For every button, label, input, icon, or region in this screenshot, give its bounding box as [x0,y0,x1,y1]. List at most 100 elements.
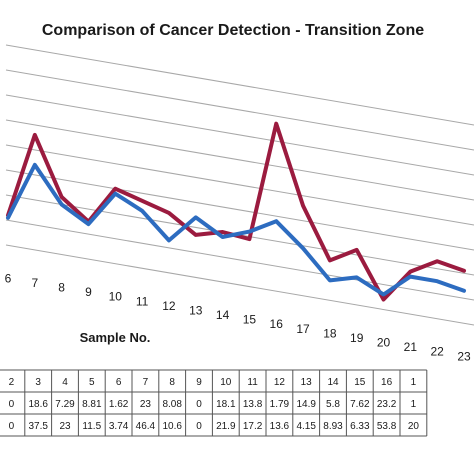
table-header-cell: 7 [143,377,149,388]
x-tick-label: 8 [58,281,65,295]
x-tick-label: 15 [243,313,257,327]
table-header-cell: 11 [247,377,258,388]
x-tick-label: 13 [189,303,203,317]
table-cell: 46.4 [136,421,156,432]
data-point [194,233,198,237]
table-cell: 53.8 [377,421,397,432]
table-cell: 10.6 [162,421,182,432]
table-cell: 23 [140,399,152,410]
data-point [382,293,386,297]
table-header-cell: 10 [220,377,232,388]
table-cell: 0 [196,399,202,410]
data-point [435,259,439,263]
data-point [140,199,144,203]
table-cell: 13.8 [243,399,263,410]
table-cell: 0 [196,421,202,432]
grid-line [5,144,474,226]
table-cell: 3.74 [109,421,129,432]
data-point [140,209,144,213]
table-header-cell: 8 [169,377,175,388]
x-tick-labels: 6 7 8 9 10 11 12 13 14 15 16 17 18 19 20 21 22 23 [5,271,471,363]
table-cell: 20 [408,421,420,432]
grid-line [5,244,474,326]
data-point [33,133,37,137]
data-point [328,258,332,262]
table-header-cell: 3 [35,377,41,388]
table-header-cell: 16 [381,377,393,388]
data-point [355,248,359,252]
data-point [435,279,439,283]
table-cell: 21.9 [216,421,236,432]
table-cell: 18.6 [28,399,48,410]
table-cell: 17.2 [243,421,263,432]
grid-line [5,69,474,151]
data-point [60,203,64,207]
table-header-cell: 15 [354,377,366,388]
data-point [6,216,10,220]
table-cell: 1.62 [109,399,129,410]
x-tick-label: 17 [296,322,310,336]
data-point [328,278,332,282]
data-point [113,187,117,191]
x-tick-label: 16 [270,317,284,331]
x-axis-label: Sample No. [80,330,151,345]
data-point [408,275,412,279]
table-cell: 7.29 [55,399,75,410]
x-tick-label: 9 [85,285,92,299]
data-point [382,298,386,302]
data-point [33,163,37,167]
data-point [60,195,64,199]
table-header-cell: 6 [116,377,122,388]
data-point [86,222,90,226]
data-point [462,289,466,293]
x-tick-label: 7 [31,276,38,290]
table-header-cell: 14 [327,377,339,388]
chart-title: Comparison of Cancer Detection - Transit… [42,22,424,39]
table-header-cell: 4 [62,377,68,388]
data-point [247,230,251,234]
x-tick-label: 20 [377,336,391,350]
data-point [167,211,171,215]
table-cell: 8.81 [82,399,102,410]
data-point [113,192,117,196]
data-point [274,122,278,126]
table-cell: 6.33 [350,421,370,432]
table-cell: 8.08 [162,399,182,410]
table-cell: 13.6 [270,421,290,432]
table-cell: 4.15 [296,421,316,432]
data-point [408,270,412,274]
grid-lines [5,44,474,326]
data-point [355,275,359,279]
table-cell: 23 [59,421,71,432]
data-point [274,219,278,223]
data-point [301,246,305,250]
x-tick-label: 18 [323,326,337,340]
grid-line [5,44,474,126]
series-line-2 [6,162,466,297]
x-tick-label: 11 [136,294,149,308]
data-point [221,230,225,234]
table-header-cell: 9 [196,377,202,388]
table-header-cell: 13 [301,377,313,388]
x-tick-label: 6 [5,271,12,285]
data-point [247,237,251,241]
table-cell: 7.62 [350,399,370,410]
table-cell: 1.79 [270,399,290,410]
table-cell: 23.2 [377,399,397,410]
x-tick-label: 22 [430,345,444,359]
grid-line [5,119,474,201]
grid-line [5,169,474,251]
table-cell: 0 [9,421,15,432]
table-cell: 37.5 [28,421,48,432]
table-cell: 18.1 [216,399,236,410]
table-cell: 0 [9,399,15,410]
x-tick-label: 12 [162,299,176,313]
x-tick-label: 14 [216,308,230,322]
x-tick-label: 23 [457,349,471,363]
data-point [221,235,225,239]
grid-line [5,94,474,176]
series-lines [6,121,466,302]
x-tick-label: 21 [404,340,418,354]
x-tick-label: 19 [350,331,364,345]
data-point [194,215,198,219]
